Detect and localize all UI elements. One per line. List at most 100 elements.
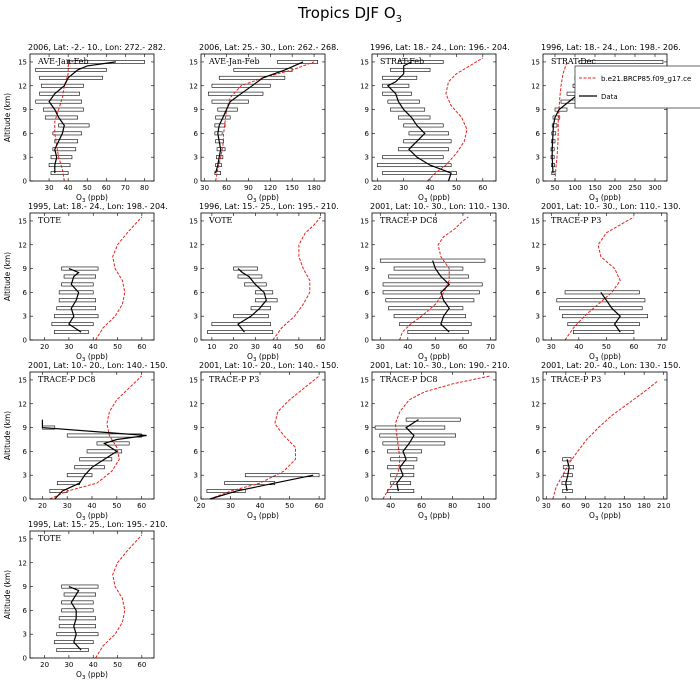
y-tick-label: 12 (189, 400, 198, 408)
panel-title: 2001, Lat: 10.- 30., Lon: 110.- 130. (370, 202, 510, 211)
legend: b.e21.BRCP85.f09_g17.ce Data (574, 65, 700, 109)
y-tick-label: 9 (23, 583, 27, 591)
plot-frame (200, 212, 326, 341)
y-tick-label: 9 (194, 106, 198, 114)
x-tick-label: 30 (547, 343, 556, 351)
y-tick-label: 12 (18, 241, 27, 249)
range-bar (390, 481, 412, 486)
x-tick-label: 30 (64, 343, 73, 351)
model-line (209, 375, 320, 500)
range-bar (562, 457, 572, 462)
y-tick-label: 3 (194, 154, 198, 162)
panel-5: 1995, Lat: 18.- 24., Lon: 198.- 204. TOTE… (3, 202, 168, 363)
panel-10: 2001, Lat: 10.- 20., Lon: 140.- 150. TRAC… (189, 361, 339, 522)
figure-title-subscript: 3 (396, 14, 402, 25)
campaign-label: TRACE-P P3 (209, 375, 259, 384)
y-tick-label: 3 (365, 154, 369, 162)
data-line (432, 260, 451, 333)
range-bar (48, 163, 71, 168)
y-tick-label: 6 (23, 289, 28, 297)
range-bar (211, 322, 271, 327)
panel-1: 2006, Lat: -2.- 10., Lon: 272.- 282. AVE-… (3, 43, 166, 204)
x-tick-label: 50 (285, 502, 294, 510)
range-bar (244, 282, 267, 287)
plot-frame (29, 53, 155, 182)
range-bar (393, 314, 466, 319)
range-bar (382, 171, 457, 175)
y-tick-label: 9 (365, 106, 369, 114)
y-tick-label: 9 (194, 265, 198, 273)
y-tick-label: 15 (18, 58, 27, 66)
y-tick-label: 6 (365, 289, 370, 297)
range-bar (382, 282, 483, 287)
range-bar (551, 123, 558, 128)
range-bar (551, 131, 557, 136)
y-tick-label: 15 (531, 58, 540, 66)
x-tick-label: 20 (40, 661, 49, 669)
x-tick-label: 30 (45, 184, 54, 192)
model-line (95, 534, 143, 659)
x-tick-label: 20 (38, 502, 47, 510)
range-bar (408, 131, 449, 136)
y-tick-label: 3 (365, 313, 369, 321)
campaign-label: TOTE (38, 534, 61, 543)
plot-frame (371, 53, 497, 182)
range-bar (44, 115, 78, 120)
range-bar (573, 330, 635, 334)
x-tick-label: 120 (264, 184, 277, 192)
range-bar (58, 290, 94, 295)
campaign-label: AVE-Jan-Feb (208, 57, 260, 66)
y-tick-label: 15 (189, 217, 198, 225)
y-tick-label: 15 (360, 217, 369, 225)
panel-3: 1996, Lat: 18.- 24., Lon: 196.- 204. STRA… (360, 43, 510, 204)
y-tick-label: 3 (194, 472, 198, 480)
range-bar (211, 99, 249, 104)
range-bar (382, 290, 480, 295)
y-tick-label: 12 (189, 241, 198, 249)
x-tick-label: 70 (121, 184, 130, 192)
model-line (554, 61, 568, 182)
data-line (41, 419, 147, 500)
x-tick-label: 30 (542, 502, 551, 510)
x-tick-label: 120 (598, 502, 611, 510)
range-bar (567, 322, 640, 327)
range-bar (61, 266, 99, 271)
model-line (272, 216, 321, 341)
range-bar (398, 60, 444, 64)
y-tick-label: 9 (23, 106, 27, 114)
x-tick-label: 40 (88, 502, 97, 510)
panel-2: 2006, Lat: 25.- 30., Lon: 262.- 268. AVE-… (189, 43, 339, 204)
range-bar (54, 139, 78, 144)
range-bar (244, 473, 320, 478)
range-bar (578, 60, 664, 64)
range-bar (58, 298, 96, 303)
x-tick-label: 60 (222, 184, 231, 192)
y-tick-label: 9 (536, 424, 540, 432)
data-line (396, 419, 419, 492)
y-tick-label: 6 (23, 607, 28, 615)
data-line (551, 85, 588, 174)
x-tick-label: 20 (40, 343, 49, 351)
y-tick-label: 3 (536, 472, 540, 480)
campaign-label: STRAT-Feb (380, 57, 424, 66)
plot-frame (29, 530, 155, 659)
y-tick-label: 0 (536, 178, 540, 186)
panel-title: 2006, Lat: -2.- 10., Lon: 272.- 282. (28, 43, 166, 52)
y-tick-label: 15 (531, 217, 540, 225)
model-line (552, 381, 658, 500)
range-bar (79, 457, 113, 462)
x-axis-label: O3 (ppb) (76, 511, 108, 522)
y-tick-label: 9 (23, 424, 27, 432)
x-tick-label: 30 (200, 184, 209, 192)
y-tick-label: 6 (536, 130, 541, 138)
x-tick-label: 50 (113, 661, 122, 669)
x-tick-label: 90 (244, 184, 253, 192)
range-bar (56, 632, 99, 637)
range-bar (35, 99, 82, 104)
range-bar (61, 608, 94, 613)
range-bar (58, 123, 90, 128)
range-bar (56, 306, 96, 311)
range-bar (556, 298, 646, 303)
x-tick-label: 50 (294, 343, 303, 351)
plot-frame (542, 371, 668, 500)
